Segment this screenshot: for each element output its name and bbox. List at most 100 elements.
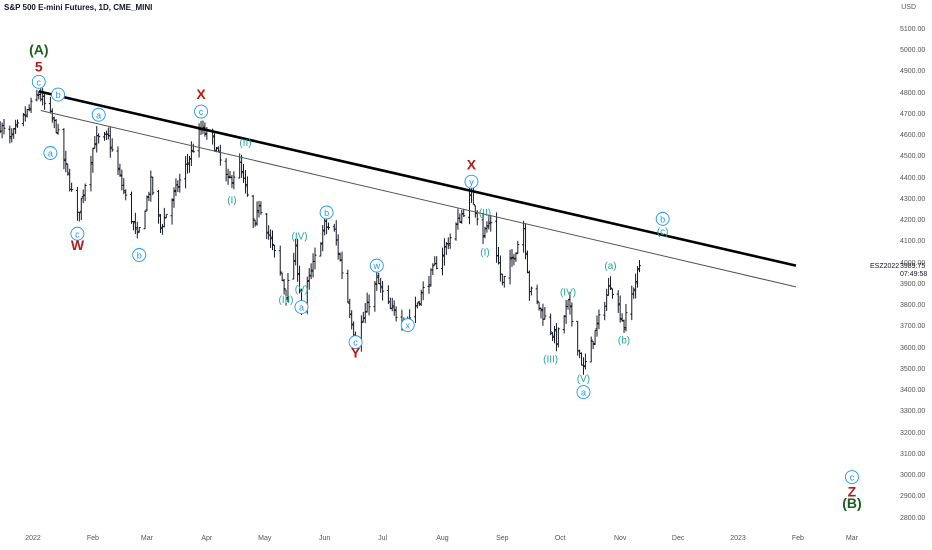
wave-label: (II) (239, 138, 251, 149)
ohlc-bar (500, 273, 504, 286)
ohlc-bar (578, 349, 582, 359)
price-tick-label: 3700.00 (900, 323, 926, 331)
wave-label: X (196, 86, 206, 102)
time-tick-label: Jul (378, 535, 388, 542)
ohlc-bar (56, 123, 60, 135)
ohlc-bar (120, 169, 124, 191)
ohlc-bar (296, 238, 300, 282)
wave-label-text: (c) (657, 227, 669, 238)
ohlc-bar (597, 309, 601, 330)
ohlc-bar (93, 136, 97, 149)
ohlc-bar (352, 321, 356, 338)
ohlc-bar (218, 144, 222, 166)
time-axis[interactable]: 2022 Feb Mar Apr May Jun Jul Aug Sep Oct Nov Dec 202… (0, 530, 898, 550)
ohlc-bar (527, 270, 531, 301)
ohlc-bar (118, 163, 122, 177)
wave-label-text: (b) (618, 336, 630, 347)
ohlc-bar (525, 250, 529, 274)
wave-label-text: (II) (239, 138, 251, 149)
ohlc-bar (147, 191, 151, 202)
ohlc-bar (543, 307, 547, 320)
ohlc-bar (346, 269, 350, 304)
wave-label: c (31, 74, 46, 89)
ohlc-bar (43, 91, 47, 110)
ohlc-bar (158, 214, 162, 234)
ohlc-bar (386, 285, 390, 305)
wave-label-text: a (581, 388, 586, 398)
bar-countdown: 07:49:58 (900, 271, 928, 278)
time-tick-label: Nov (613, 535, 627, 542)
ohlc-bar (336, 234, 340, 260)
trendline-lower (40, 110, 797, 288)
ohlc-bar (187, 155, 191, 173)
wave-label: (c) (657, 227, 669, 238)
ohlc-bar (29, 97, 33, 114)
price-tick-label: 4200.00 (900, 217, 926, 224)
price-tick-label: 3800.00 (900, 302, 926, 309)
ohlc-bar (556, 327, 560, 348)
ohlc-bar (116, 146, 120, 176)
wave-label-text: b (56, 90, 61, 100)
ohlc-bar (524, 223, 528, 260)
time-tick-label: 2023 (730, 535, 746, 542)
ohlc-bar (616, 290, 620, 313)
ohlc-bar (91, 147, 95, 173)
ohlc-bar (135, 221, 139, 239)
wave-label: b (51, 87, 66, 102)
ohlc-bar (81, 189, 85, 204)
ohlc-bar (458, 213, 462, 224)
wave-label: (b) (618, 336, 630, 347)
ohlc-bar (583, 353, 587, 370)
ohlc-bar (124, 189, 128, 201)
ohlc-bar (131, 221, 135, 231)
price-tick-label: 3600.00 (900, 344, 926, 352)
price-tick-label: 3200.00 (900, 429, 926, 437)
ohlc-bar (595, 315, 599, 337)
ohlc-bar (164, 213, 168, 219)
ohlc-bar (137, 226, 141, 233)
ohlc-bar (460, 209, 464, 224)
time-tick-label: Apr (201, 535, 213, 542)
time-tick-label: Jun (319, 535, 331, 542)
ohlc-bar (379, 277, 383, 293)
ohlc-bar (363, 302, 367, 324)
ohlc-bar (605, 288, 609, 311)
ohlc-bar (591, 340, 595, 350)
wave-label-text: (IV) (291, 231, 307, 242)
ohlc-bar (176, 180, 180, 192)
ohlc-bar (83, 183, 87, 202)
trendline-upper (38, 90, 797, 267)
ohlc-bar (637, 260, 641, 273)
ohlc-bar (97, 133, 101, 144)
chart-plot[interactable]: (A)5cbaacWbXc(I)(II)(III)(IV)(V)abcYwxXy… (0, 0, 898, 530)
ohlc-bar (624, 304, 628, 332)
wave-label-text: c (353, 338, 358, 348)
ohlc-bar (224, 158, 228, 182)
ohlc-bar (184, 156, 188, 189)
wave-label-text: c (75, 229, 80, 239)
ohlc-bar (381, 280, 385, 301)
ohlc-bar (267, 225, 271, 240)
wave-label: (III) (543, 355, 558, 366)
ohlc-bar (388, 297, 392, 310)
ohlc-bar (133, 212, 137, 235)
ohlc-bar (230, 175, 234, 188)
ohlc-bar (576, 320, 580, 356)
ohlc-bar (311, 253, 315, 278)
ohlc-bar (294, 238, 298, 266)
ohlc-bar (286, 273, 290, 303)
ohlc-bar (95, 125, 99, 153)
wave-label-text: (A) (29, 42, 48, 58)
wave-label-text: (III) (279, 295, 294, 306)
ohlc-bar (255, 201, 259, 226)
wave-label-text: b (324, 208, 329, 218)
ohlc-bar (537, 301, 541, 311)
time-tick-label: Oct (554, 535, 566, 542)
price-axis[interactable]: 2800.00 2900.00 3000.00 3100.00 3200.00 3300.… (898, 0, 932, 550)
ohlc-bars (0, 88, 641, 375)
ohlc-bar (618, 295, 622, 323)
price-tick-label: 3400.00 (900, 387, 926, 394)
ohlc-bar (10, 128, 14, 143)
wave-label-text: (I) (480, 247, 489, 258)
wave-label-text: x (405, 321, 410, 331)
